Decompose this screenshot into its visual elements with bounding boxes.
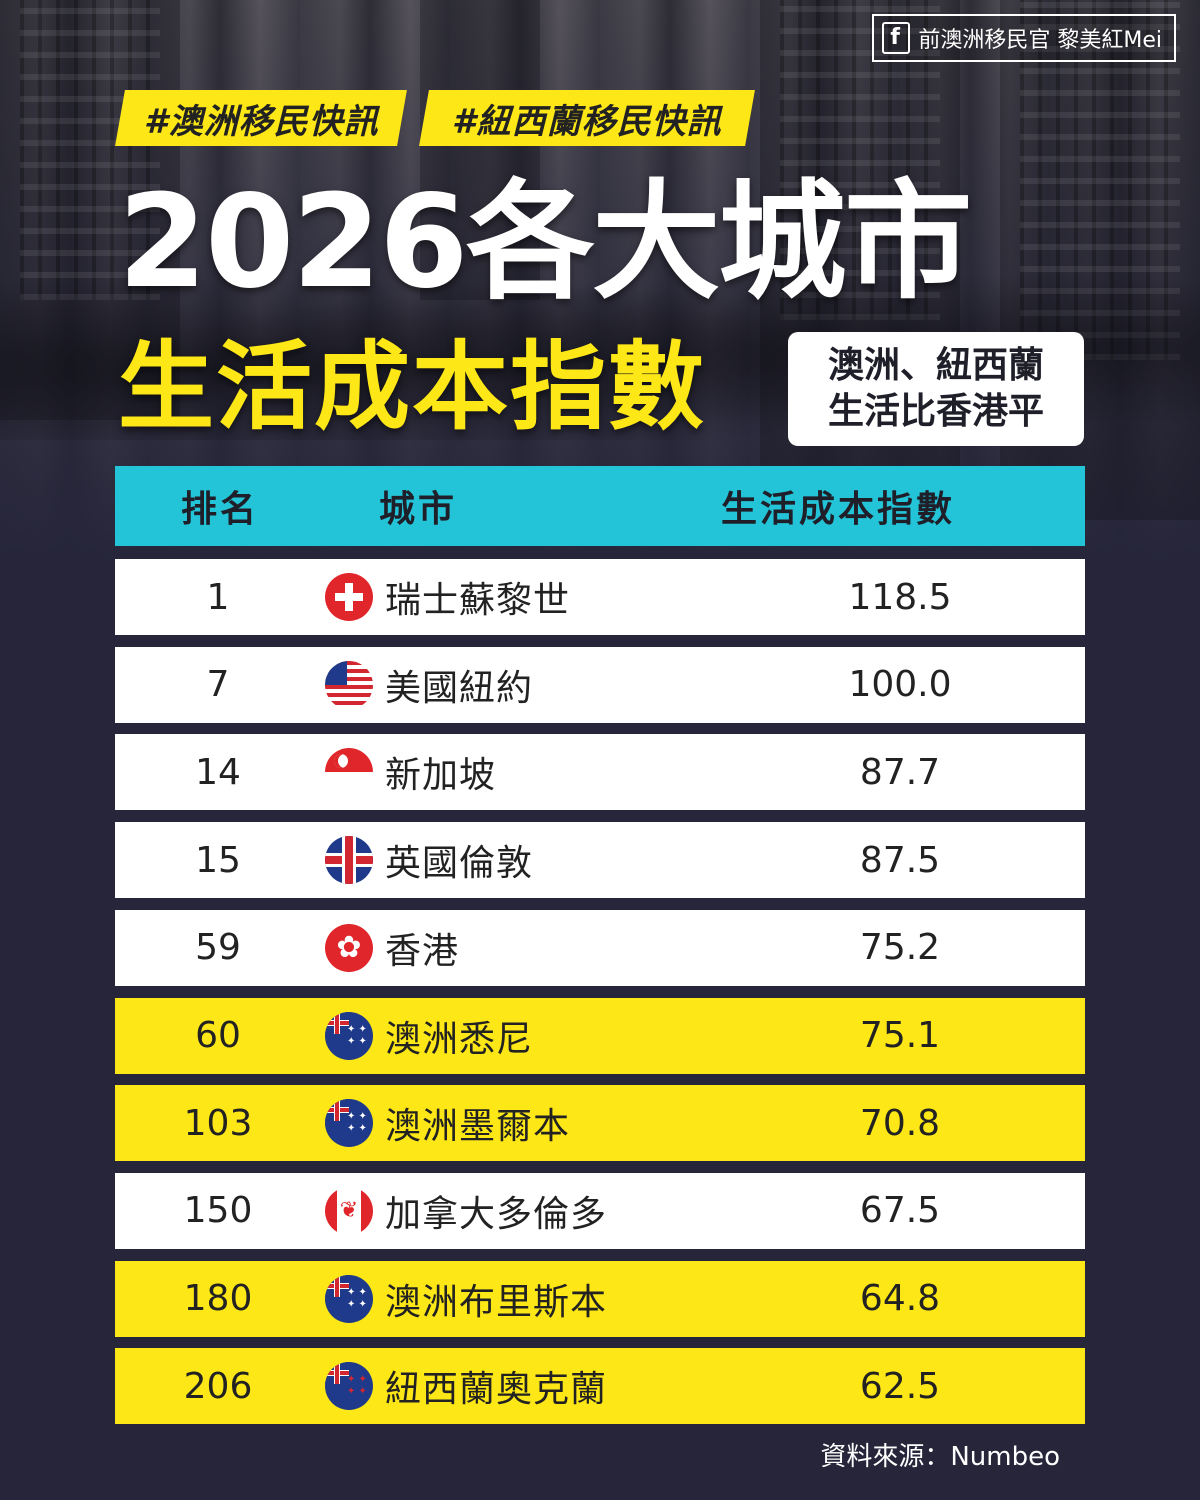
row-city: 英國倫敦 xyxy=(385,843,534,885)
row-rank: 206 xyxy=(183,1365,253,1407)
page-title-highlight: 生活成本指數 xyxy=(118,331,706,443)
row-value: 100.0 xyxy=(848,664,952,706)
row-value: 75.1 xyxy=(859,1015,941,1056)
newzealand-flag-icon xyxy=(325,1362,373,1411)
table-header: 排名 城市 生活成本指數 xyxy=(115,466,1085,546)
row-city: 紐西蘭奧克蘭 xyxy=(385,1369,608,1411)
row-rank: 150 xyxy=(183,1190,253,1232)
row-value: 118.5 xyxy=(848,576,952,618)
source-note: 資料來源：Numbeo xyxy=(820,1442,1060,1472)
brand-badge[interactable]: 前澳洲移民官 黎美紅Mei xyxy=(872,14,1176,62)
switzerland-flag-icon xyxy=(325,573,373,621)
tag-label: #紐西蘭移民快訊 xyxy=(452,101,722,142)
tag-newzealand-news: #紐西蘭移民快訊 xyxy=(419,90,755,146)
brand-label: 前澳洲移民官 黎美紅Mei xyxy=(918,28,1162,53)
row-value: 64.8 xyxy=(859,1278,941,1320)
table-row: 14 新加坡 87.7 xyxy=(115,734,1085,811)
hongkong-flag-icon xyxy=(325,923,373,972)
row-city: 美國紐約 xyxy=(385,667,534,709)
row-rank: 1 xyxy=(206,576,230,618)
table-row: 150 加拿大多倫多 67.5 xyxy=(115,1172,1085,1249)
table-row: 103 澳洲墨爾本 70.8 xyxy=(115,1085,1085,1162)
subtitle-line2: 生活比香港平 xyxy=(827,391,1044,432)
row-rank: 180 xyxy=(183,1278,253,1320)
table-row: 180 澳洲布里斯本 64.8 xyxy=(115,1260,1085,1337)
table-row: 7 美國紐約 100.0 xyxy=(115,646,1085,723)
header-value: 生活成本指數 xyxy=(721,489,956,530)
row-city: 新加坡 xyxy=(385,755,497,797)
row-city: 澳洲墨爾本 xyxy=(385,1106,571,1148)
singapore-flag-icon xyxy=(325,748,373,797)
row-value: 70.8 xyxy=(859,1102,941,1144)
row-city: 加拿大多倫多 xyxy=(385,1193,608,1235)
row-value: 75.2 xyxy=(859,927,941,969)
row-value: 67.5 xyxy=(859,1190,941,1232)
subtitle-box: 澳洲、紐西蘭 生活比香港平 xyxy=(788,332,1084,446)
table-row: 206 紐西蘭奧克蘭 62.5 xyxy=(115,1348,1085,1425)
uk-flag-icon xyxy=(325,836,373,885)
canada-flag-icon xyxy=(325,1186,373,1235)
row-rank: 15 xyxy=(195,839,241,881)
header-rank: 排名 xyxy=(181,489,260,530)
row-city: 香港 xyxy=(385,930,460,972)
tag-australia-news: #澳洲移民快訊 xyxy=(115,90,407,146)
australia-flag-icon xyxy=(325,1099,373,1148)
row-rank: 60 xyxy=(195,1015,241,1056)
row-rank: 7 xyxy=(206,664,230,706)
australia-flag-icon xyxy=(325,1274,373,1323)
table-row: 60 澳洲悉尼 75.1 xyxy=(115,997,1085,1074)
row-city: 瑞士蘇黎世 xyxy=(385,580,571,621)
row-rank: 14 xyxy=(195,751,241,793)
tag-label: #澳洲移民快訊 xyxy=(143,101,379,142)
row-rank: 103 xyxy=(183,1102,253,1144)
background-city-photo xyxy=(0,0,1200,560)
facebook-icon xyxy=(882,22,911,54)
row-value: 62.5 xyxy=(859,1365,941,1407)
row-value: 87.7 xyxy=(859,751,941,793)
header-city: 城市 xyxy=(379,489,458,530)
usa-flag-icon xyxy=(325,660,373,709)
row-rank: 59 xyxy=(195,927,241,969)
row-city: 澳洲布里斯本 xyxy=(385,1281,608,1323)
row-value: 87.5 xyxy=(859,839,941,881)
australia-flag-icon xyxy=(325,1011,373,1060)
table-row: 15 英國倫敦 87.5 xyxy=(115,822,1085,899)
row-city: 澳洲悉尼 xyxy=(385,1018,534,1060)
page-title: 2026各大城市 xyxy=(118,168,972,317)
subtitle-line1: 澳洲、紐西蘭 xyxy=(827,345,1044,386)
table-row: 1 瑞士蘇黎世 118.5 xyxy=(115,559,1085,635)
table-row: 59 香港 75.2 xyxy=(115,909,1085,986)
